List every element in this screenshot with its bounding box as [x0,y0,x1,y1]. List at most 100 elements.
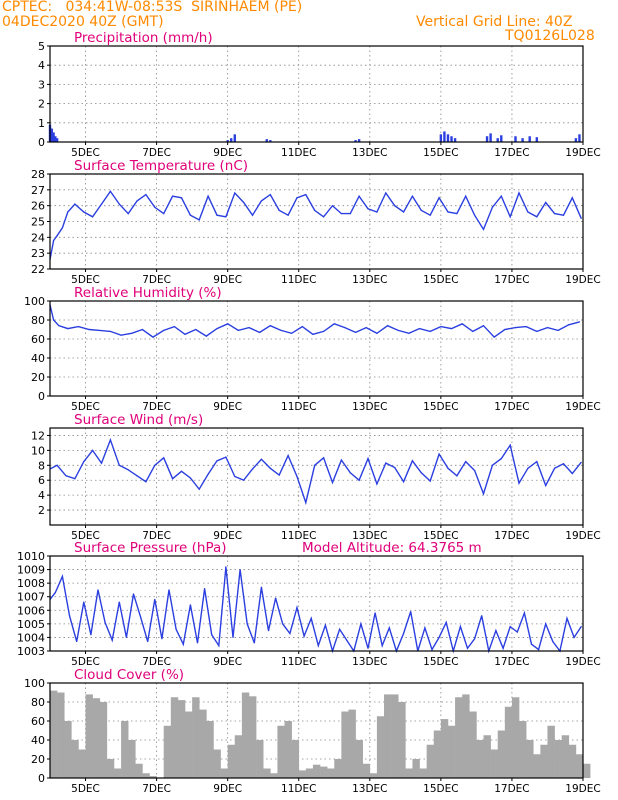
series-point [527,211,529,213]
x-tick-label: 13DEC [352,274,387,286]
series-point [331,481,334,484]
series-point [216,327,218,330]
series-point [180,470,183,472]
x-tick-label: 13DEC [352,783,387,795]
cloud-cover-bar [270,773,278,778]
cloud-cover-bar [519,721,527,778]
x-tick-label: 15DEC [423,401,458,413]
series-point [333,323,335,325]
series-point [536,216,538,218]
series-point [154,206,156,208]
series-point [385,192,387,194]
x-tick-label: 5DEC [71,147,100,159]
series-point [344,327,346,329]
series-point [76,640,78,643]
series-point [482,325,485,327]
series-point [376,483,378,485]
x-tick-label: 13DEC [352,401,387,413]
series-point [260,586,263,588]
cloud-cover-bar [213,749,221,778]
series-point [324,624,326,626]
cloud-cover-bar [440,719,449,778]
series-line [49,190,582,260]
series-point [553,467,556,469]
series-point [571,197,573,199]
cloud-cover-bar [376,716,385,778]
series-point [557,329,559,332]
y-tick-label: 27 [31,184,45,197]
series-point [509,625,511,628]
y-tick-label: 0 [38,390,45,403]
series-point [74,203,76,205]
cloud-cover-bar [511,697,520,778]
series-point [518,482,520,484]
cloud-cover-bar [447,725,456,778]
series-point [314,464,316,466]
series-point [296,197,298,199]
series-point [171,478,174,480]
y-tick-label: 25 [31,216,45,229]
y-tick-label: 24 [31,231,45,244]
series-point [509,216,511,218]
series-point [301,326,303,328]
precip-bar [453,138,457,142]
cloud-cover-bar [192,697,200,778]
precip-bar [50,128,53,142]
series-point [225,456,227,458]
series-point [491,464,493,466]
precip-bar [443,131,446,142]
x-tick-label: 7DEC [142,401,171,413]
y-tick-label: 4 [38,59,45,72]
series-point [239,568,241,571]
cloud-cover-bar [455,697,463,778]
cloud-cover-bar [220,768,228,778]
precip-bar [489,133,492,142]
y-tick-label: 80 [31,314,45,327]
series-point [287,455,289,457]
x-tick-label: 15DEC [423,530,458,542]
series-point [365,327,367,329]
series-point [127,469,129,471]
series-point [92,216,94,218]
series-point [474,214,476,216]
series-point [346,639,348,641]
cloud-cover-bar [113,768,122,778]
series-point [465,460,467,463]
series-point [482,228,485,231]
cloud-cover-bar [462,694,470,778]
series-point [251,468,254,470]
series-point [251,214,254,216]
series-point [509,444,511,446]
series-point [163,212,165,215]
series-point [131,332,133,334]
series-point [211,634,213,636]
precip-bar [528,136,531,142]
series-point [189,214,191,216]
y-tick-label: 1010 [17,550,45,563]
x-tick-label: 9DEC [213,530,242,542]
cloud-cover-bar [64,721,72,778]
series-point [447,211,449,213]
precip-bar [54,136,57,142]
series-point [253,642,255,644]
series-point [450,327,453,330]
y-tick-label: 3 [38,78,45,91]
series-point [562,214,565,216]
cloud-cover-bar [504,706,513,778]
series-point [168,589,170,591]
series-point [278,474,280,476]
cloud-cover-bar [369,773,378,778]
series-point [367,457,369,460]
series-point [500,195,502,197]
series-point [195,328,197,331]
x-tick-label: 17DEC [494,530,529,542]
series-point [516,631,518,633]
cloud-cover-bar [185,711,193,778]
x-tick-label: 7DEC [142,656,171,668]
x-tick-label: 5DEC [71,274,100,286]
series-point [429,214,431,216]
series-point [580,625,582,628]
series-point [260,200,263,202]
series-point [246,623,248,625]
